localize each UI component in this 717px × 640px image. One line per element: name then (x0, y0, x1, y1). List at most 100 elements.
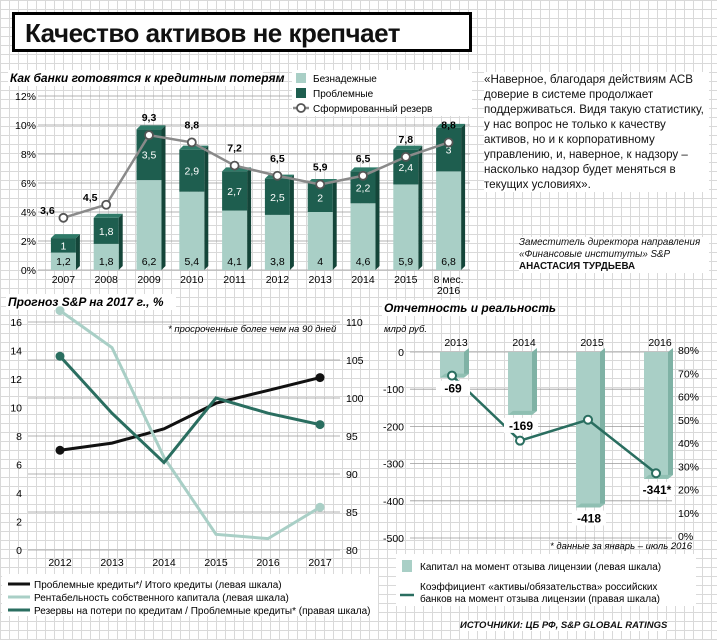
chart2-ytick-right: 80 (346, 545, 358, 557)
chart1-ytick-label: 8% (21, 149, 36, 161)
chart2-ytick-left: 10 (10, 403, 22, 415)
chart1-ytick-label: 6% (21, 178, 36, 190)
chart3-bar (644, 352, 668, 479)
chart1-label-bottom: 1,8 (99, 256, 114, 268)
chart1-category-label-2: 2016 (437, 285, 461, 297)
chart2-series-line (59, 309, 321, 541)
chart1-category-label: 2015 (394, 274, 418, 286)
chart2-legend-label: Проблемные кредиты*/ Итого кредиты (лева… (34, 579, 282, 591)
chart1-bar-side (332, 179, 337, 270)
chart2-xtick-label: 2015 (204, 557, 228, 569)
chart3-ytick-left: 0 (398, 347, 404, 359)
chart3-title: Отчетность и реальность (384, 301, 556, 315)
chart3-bar-label: -69 (444, 382, 462, 396)
chart1-reserve-label: 9,3 (142, 112, 157, 124)
chart1-label-top: 3,5 (142, 150, 157, 162)
chart1-reserve-label: 6,5 (270, 153, 285, 165)
chart1-label-top: 2,9 (184, 166, 199, 178)
chart1-legend-label: Проблемные (313, 88, 374, 100)
chart2-series-line (59, 376, 321, 452)
chart2-xtick-label: 2012 (48, 557, 72, 569)
chart1-bar-side (75, 234, 80, 270)
chart3-category-label: 2016 (648, 337, 672, 349)
chart1-title-bg (8, 70, 263, 86)
chart3-bar-side (532, 348, 537, 415)
chart1-legend-label: Сформированный резерв (313, 103, 432, 115)
chart3-ytick-right: 40% (678, 438, 699, 450)
chart2-ytick-left: 4 (16, 488, 22, 500)
chart1-reserve-point (400, 152, 411, 162)
author-block: Заместитель директора направления «Финан… (519, 237, 709, 273)
chart3-ylabel: млрд руб. (384, 324, 427, 335)
chart1-reserve-label: 7,2 (227, 143, 242, 155)
chart3-category-label: 2015 (580, 337, 604, 349)
chart1-label-top: 3 (446, 145, 452, 157)
chart3-ytick-left: -400 (383, 496, 404, 508)
chart3-ytick-right: 30% (678, 461, 699, 473)
chart3-note: * данные за январь – июль 2016 (550, 541, 693, 552)
chart2-ytick-left: 16 (10, 317, 22, 329)
chart1-bar-top (93, 217, 119, 244)
chart3-ytick-left: -200 (383, 421, 404, 433)
chart1-category-label: 2012 (266, 274, 290, 286)
chart3-bar-cap (576, 503, 605, 508)
chart-sp-forecast: Прогноз S&P на 2017 г., % * просроченные … (2, 294, 378, 617)
chart2-series-endpoint (315, 420, 325, 430)
chart1-category-label: 2014 (351, 274, 375, 286)
chart1-reserve-label: 4,5 (83, 192, 98, 204)
chart1-bar-top (222, 171, 248, 211)
chart1-reserve-label: 8,8 (184, 119, 199, 131)
chart1-reserve-point (186, 137, 197, 148)
chart1-category-label: 2008 (95, 274, 119, 286)
chart2-xtick-label: 2017 (308, 557, 332, 569)
chart2-ytick-left: 14 (10, 346, 22, 358)
chart1-bar-bottom (350, 203, 376, 270)
author-position: Заместитель директора направления «Финан… (519, 237, 701, 260)
chart3-legend-label-2: банков на момент отзыва лицензии (правая… (420, 593, 660, 605)
chart3-bar-cap (508, 410, 537, 415)
chart1-label-top: 2 (317, 193, 323, 205)
chart3-ytick-right: 20% (678, 485, 699, 497)
chart3-ytick-right: 10% (678, 508, 699, 520)
chart3-legend-bg (396, 554, 696, 606)
chart1-legend-swatch (296, 88, 306, 98)
chart2-ytick-right: 95 (346, 431, 358, 443)
chart1-category-label: 8 мес. (434, 274, 464, 286)
chart-credit-losses: Как банки готовятся к кредитным потерям 0… (8, 70, 472, 297)
chart1-reserve-point (443, 137, 454, 148)
chart1-reserve-label: 8,8 (441, 119, 456, 131)
chart2-legend-label: Резервы на потери по кредитам / Проблемн… (34, 605, 371, 617)
chart3-bar-label-bg (436, 380, 470, 396)
chart2-xtick-label: 2013 (100, 557, 124, 569)
title-box: Качество активов не крепчает (12, 12, 472, 52)
chart1-reserve-point (272, 170, 283, 181)
chart3-ytick-left: -100 (383, 384, 404, 396)
chart1-bar-top (264, 178, 290, 215)
chart3-category-label: 2013 (444, 337, 468, 349)
chart1-bar-side (418, 145, 423, 270)
chart2-ytick-right: 100 (346, 393, 364, 405)
chart3-ytick-right: 0% (678, 531, 693, 543)
source-text: ИСТОЧНИКИ: ЦБ РФ, S&P GLOBAL RATINGS (460, 620, 668, 631)
chart3-ytick-right: 50% (678, 415, 699, 427)
chart2-series-endpoint (315, 373, 325, 383)
chart3-bar-label: -418 (577, 511, 601, 525)
chart1-ytick-label: 2% (21, 236, 36, 248)
chart1-label-top: 2,2 (356, 182, 371, 194)
chart1-label-bottom: 1,2 (56, 256, 71, 268)
chart2-ytick-right: 85 (346, 507, 358, 519)
chart1-bar-side (204, 145, 209, 270)
chart1-label-bottom: 5,4 (184, 256, 199, 268)
chart1-bar-top (179, 149, 205, 192)
chart2-ytick-left: 8 (16, 431, 22, 443)
chart1-ytick-label: 12% (15, 91, 36, 103)
chart1-category-label: 2013 (309, 274, 333, 286)
chart1-label-top: 2,4 (398, 162, 413, 174)
chart3-category-label: 2014 (512, 337, 536, 349)
chart3-ratio-point (583, 414, 593, 425)
chart3-bar-label: -341* (643, 483, 672, 497)
chart1-ytick-label: 0% (21, 265, 36, 277)
chart3-bar-side (668, 348, 673, 479)
chart2-legend-label: Рентабельность собственного капитала (ле… (34, 592, 289, 604)
chart3-bar (576, 352, 600, 508)
